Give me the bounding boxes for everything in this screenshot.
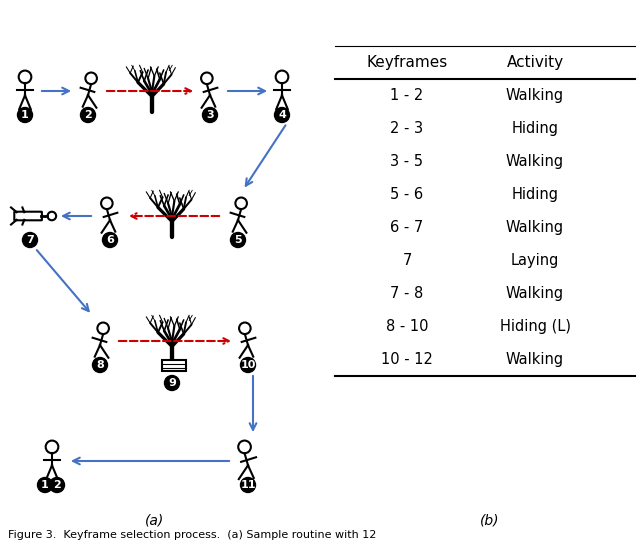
Text: 10 - 12: 10 - 12: [381, 352, 433, 367]
Text: 3: 3: [206, 110, 214, 120]
Text: 5 - 6: 5 - 6: [390, 187, 424, 202]
Circle shape: [164, 375, 179, 391]
Circle shape: [93, 357, 108, 373]
Circle shape: [49, 477, 65, 493]
Text: Walking: Walking: [506, 154, 564, 169]
Text: Keyframes: Keyframes: [366, 55, 447, 70]
Circle shape: [241, 357, 255, 373]
Circle shape: [102, 232, 118, 248]
Text: 2: 2: [53, 480, 61, 490]
Text: (a): (a): [145, 513, 164, 527]
Circle shape: [230, 232, 246, 248]
Text: Hiding: Hiding: [511, 121, 559, 136]
Text: (b): (b): [480, 513, 500, 527]
FancyBboxPatch shape: [14, 212, 42, 220]
Text: Walking: Walking: [506, 286, 564, 301]
Text: 2: 2: [84, 110, 92, 120]
Circle shape: [275, 107, 289, 123]
Text: 8: 8: [96, 360, 104, 370]
Text: Figure 3.  Keyframe selection process.  (a) Sample routine with 12: Figure 3. Keyframe selection process. (a…: [8, 530, 376, 540]
Text: 1: 1: [21, 110, 29, 120]
Text: Hiding (L): Hiding (L): [499, 319, 570, 334]
Text: 1: 1: [41, 480, 49, 490]
Text: 7: 7: [26, 235, 34, 245]
Text: 4: 4: [278, 110, 286, 120]
Text: 3 - 5: 3 - 5: [390, 154, 424, 169]
Text: 7: 7: [403, 253, 412, 268]
Text: Walking: Walking: [506, 352, 564, 367]
Text: 11: 11: [240, 480, 256, 490]
Circle shape: [38, 477, 52, 493]
Text: 10: 10: [240, 360, 256, 370]
Text: Activity: Activity: [506, 55, 564, 70]
Text: Laying: Laying: [511, 253, 559, 268]
Text: 2 - 3: 2 - 3: [390, 121, 424, 136]
Circle shape: [22, 232, 38, 248]
Text: 9: 9: [168, 378, 176, 388]
Circle shape: [17, 107, 33, 123]
Circle shape: [81, 107, 95, 123]
Text: 7 - 8: 7 - 8: [390, 286, 424, 301]
Bar: [162, 359, 186, 370]
Text: 1 - 2: 1 - 2: [390, 88, 424, 103]
Text: Walking: Walking: [506, 220, 564, 235]
Text: 8 - 10: 8 - 10: [386, 319, 428, 334]
Circle shape: [241, 477, 255, 493]
Text: 6: 6: [106, 235, 114, 245]
Text: Hiding: Hiding: [511, 187, 559, 202]
Text: 6 - 7: 6 - 7: [390, 220, 424, 235]
Text: Walking: Walking: [506, 88, 564, 103]
Text: 5: 5: [234, 235, 242, 245]
Circle shape: [202, 107, 218, 123]
